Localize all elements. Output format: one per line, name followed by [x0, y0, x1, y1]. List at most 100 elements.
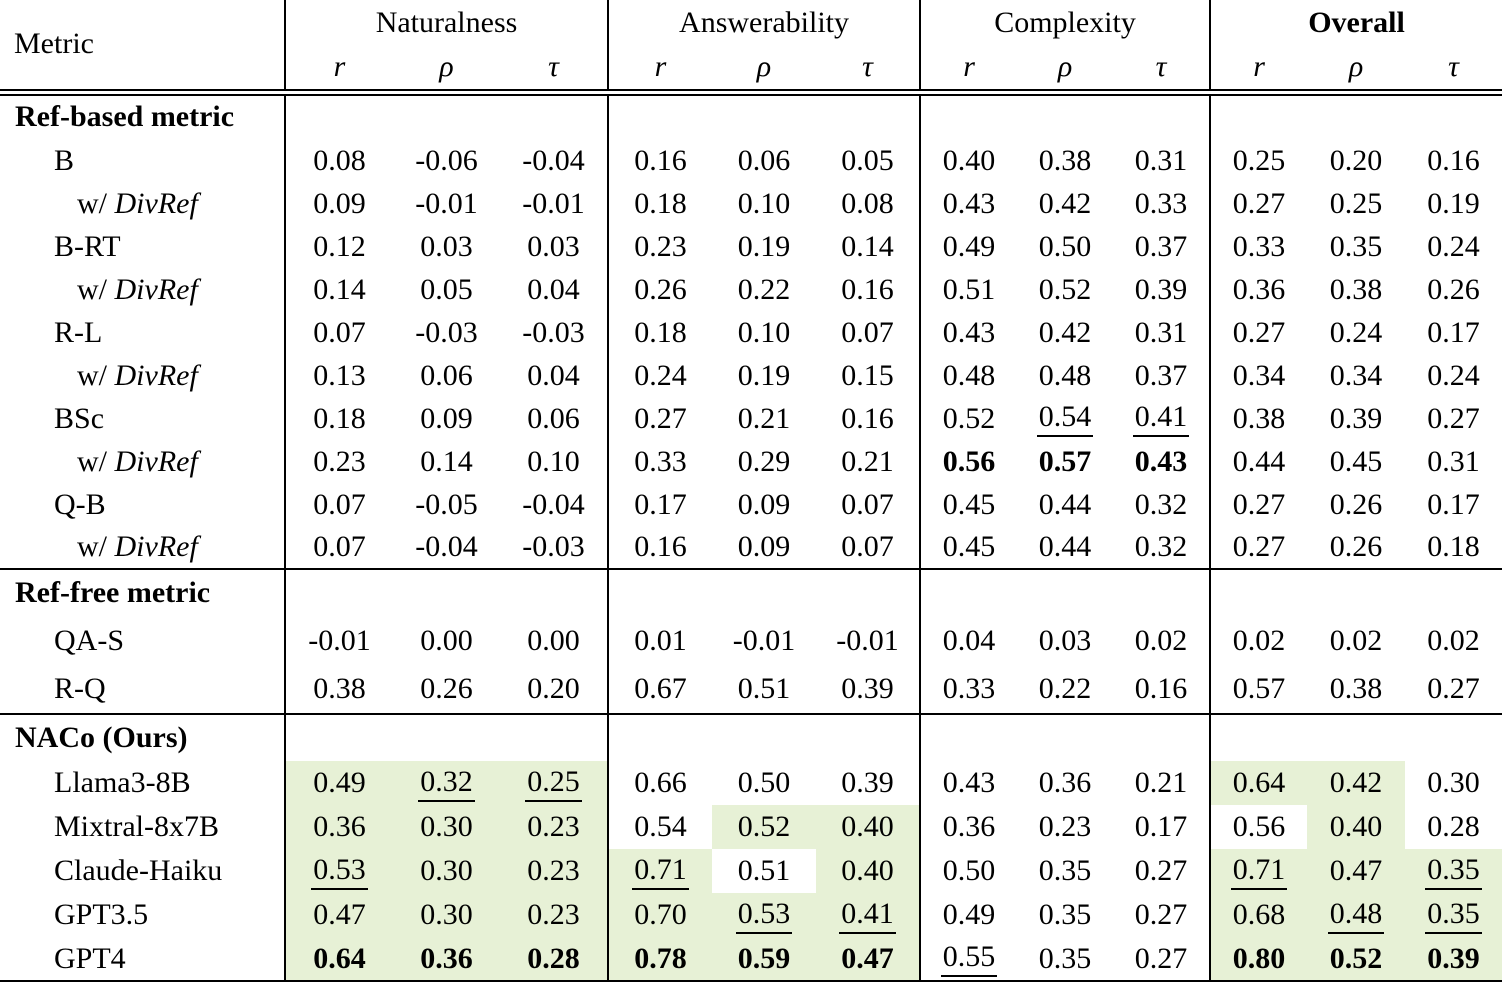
value-cell: 0.33 — [1113, 182, 1212, 225]
value-cell: 0.49 — [285, 761, 393, 805]
value: 0.35 — [1425, 853, 1482, 890]
value-cell: 0.02 — [1307, 616, 1405, 665]
value-cell: 0.21 — [816, 440, 922, 483]
value-cell: 0.33 — [608, 440, 712, 483]
empty-cell — [1017, 569, 1113, 616]
value-cell: 0.27 — [1210, 526, 1307, 569]
value-cell: 0.64 — [285, 937, 393, 981]
metric-label: w/ DivRef — [0, 268, 286, 311]
value: -0.01 — [732, 623, 796, 657]
value: 0.43 — [942, 766, 996, 799]
value-cell: 0.50 — [920, 849, 1017, 893]
value-cell: 0.04 — [500, 354, 609, 397]
value: 0.67 — [634, 672, 687, 705]
empty-cell — [712, 569, 816, 616]
section-ref-based-metric: Ref-based metric B 0.08 -0.06 -0.04 0.16 0.06 0… — [0, 92, 1502, 569]
value-cell: 0.47 — [1307, 849, 1406, 893]
empty-cell — [816, 92, 922, 139]
value-cell: 0.27 — [1210, 311, 1307, 354]
empty-cell — [920, 714, 1017, 761]
value-cell: 0.57 — [1210, 665, 1307, 714]
metric-label: Q-B — [0, 483, 286, 526]
value: 0.27 — [634, 401, 687, 435]
value-cell: 0.34 — [1210, 354, 1307, 397]
value-cell: 0.51 — [712, 849, 816, 893]
value-cell: 0.06 — [500, 397, 609, 440]
value-cell: 0.16 — [608, 139, 712, 182]
value: 0.18 — [313, 401, 366, 435]
value: 0.34 — [1232, 358, 1286, 392]
value: 0.24 — [1427, 229, 1480, 263]
value: 0.27 — [1232, 315, 1286, 349]
value-cell: 0.18 — [608, 182, 712, 225]
value-cell: 0.23 — [608, 225, 712, 268]
value: 0.32 — [1134, 487, 1188, 521]
group-header-complexity: Complexity — [920, 0, 1212, 46]
group-header-overall: Overall — [1308, 6, 1405, 39]
value-cell: 0.66 — [608, 761, 712, 805]
value-cell: 0.05 — [393, 268, 500, 311]
value-cell: 0.71 — [608, 849, 712, 893]
value: 0.18 — [634, 186, 687, 220]
value: 0.70 — [634, 898, 687, 931]
value: 0.02 — [1134, 623, 1188, 657]
value-cell: 0.36 — [285, 805, 393, 849]
value: 0.21 — [841, 444, 894, 478]
value: 0.31 — [1134, 143, 1188, 177]
value-cell: 0.39 — [1113, 268, 1212, 311]
value: 0.27 — [1232, 186, 1286, 220]
value-cell: 0.04 — [920, 616, 1017, 665]
value: 0.51 — [737, 854, 791, 887]
value: 0.21 — [737, 401, 791, 435]
value: 0.27 — [1427, 672, 1480, 705]
value-cell: -0.01 — [393, 182, 500, 225]
section-title: Ref-based metric — [0, 92, 286, 139]
value-cell: 0.17 — [608, 483, 712, 526]
subcol-rho: ρ — [756, 50, 772, 84]
value: 0.49 — [313, 766, 366, 799]
empty-cell — [393, 92, 500, 139]
empty-cell — [920, 92, 1017, 139]
metric-label: Claude-Haiku — [0, 849, 286, 893]
value: 0.45 — [942, 530, 996, 563]
label-name: DivRef — [114, 272, 198, 306]
empty-cell — [1307, 714, 1405, 761]
value-cell: 0.07 — [285, 483, 393, 526]
value: 0.02 — [1329, 623, 1383, 657]
value-cell: 0.48 — [1307, 893, 1406, 937]
metric-label: B-RT — [0, 225, 286, 268]
value: 0.57 — [1232, 672, 1286, 705]
value: 0.09 — [737, 530, 791, 563]
value-cell: 0.28 — [500, 937, 609, 981]
value-cell: 0.27 — [1405, 397, 1502, 440]
value: 0.24 — [634, 358, 687, 392]
value: 0.07 — [841, 530, 894, 563]
value-cell: 0.23 — [1017, 805, 1113, 849]
value: 0.25 — [525, 765, 582, 802]
value: 0.15 — [841, 358, 894, 392]
value-cell: 0.31 — [1113, 311, 1212, 354]
value: 0.40 — [942, 143, 996, 177]
value-cell: -0.06 — [393, 139, 500, 182]
value-cell: 0.25 — [1307, 182, 1405, 225]
value: 0.44 — [1038, 487, 1092, 521]
empty-cell — [1113, 92, 1212, 139]
value: 0.57 — [1038, 444, 1092, 478]
value-cell: 0.50 — [1017, 225, 1113, 268]
value-cell: -0.01 — [816, 616, 922, 665]
value-cell: 0.16 — [1113, 665, 1212, 714]
metric-label: Mixtral-8x7B — [0, 805, 286, 849]
value: 0.48 — [1038, 358, 1092, 392]
value-cell: 0.45 — [1307, 440, 1405, 483]
row-w-divref: w/ DivRef 0.23 0.14 0.10 0.33 0.29 0.21 0.56 0.5… — [0, 440, 1502, 483]
value-cell: 0.71 — [1210, 849, 1308, 893]
metric-label: Llama3-8B — [0, 761, 286, 805]
metric-label: R-Q — [0, 665, 286, 714]
empty-cell — [608, 569, 712, 616]
value-cell: 0.27 — [1405, 665, 1502, 714]
section-naco-ours: NACo (Ours) Llama3-8B 0.49 0.32 0.25 0.66 0.50… — [0, 714, 1502, 981]
value-cell: 0.35 — [1017, 893, 1113, 937]
value: 0.36 — [942, 810, 996, 843]
value: 0.20 — [1329, 143, 1383, 177]
value: 0.06 — [420, 358, 473, 392]
